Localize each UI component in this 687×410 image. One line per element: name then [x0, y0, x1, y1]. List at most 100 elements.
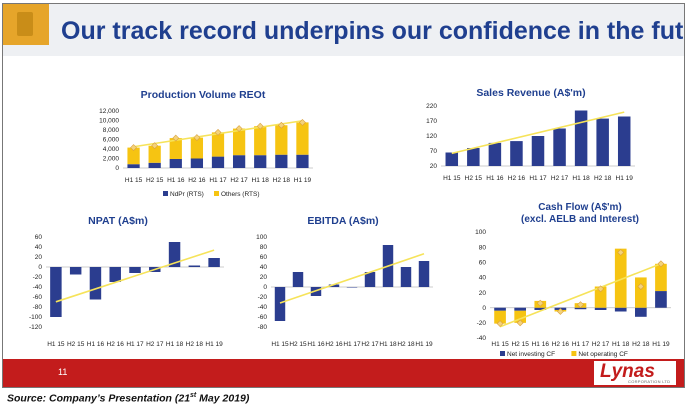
- y-tick-label: -60: [33, 294, 43, 301]
- x-tick-label: H1 17: [529, 175, 547, 182]
- sales-revenue-chart: Sales Revenue (A$'m) 20 70 120 170 220 H1 15 H2…: [426, 87, 635, 182]
- bar-net-investing: [655, 291, 667, 308]
- bar-net-operating: [614, 248, 627, 308]
- x-tick-label: H2 15: [511, 341, 529, 348]
- bar: [418, 261, 430, 287]
- bar: [553, 128, 566, 166]
- bar: [274, 287, 286, 321]
- bar-net-investing: [494, 307, 506, 311]
- trend-line: [279, 252, 425, 304]
- y-tick-label: 70: [430, 148, 438, 155]
- x-tick-label: H2 15: [465, 175, 483, 182]
- bar-others: [296, 122, 309, 155]
- y-tick-label: 40: [35, 244, 43, 251]
- x-tick-label: H1 16: [167, 177, 185, 184]
- x-tick-label: H1 19: [415, 341, 433, 348]
- legend-label: Net operating CF: [578, 351, 628, 358]
- y-tick-label: -40: [258, 304, 268, 311]
- bar: [168, 242, 181, 267]
- total-marker: [577, 301, 584, 309]
- trend-line: [55, 249, 215, 303]
- bar: [292, 272, 304, 287]
- logo-text: Lynas: [600, 361, 655, 382]
- bar: [400, 267, 412, 287]
- x-tick-label: H1 16: [87, 341, 105, 348]
- y-tick-label: -20: [258, 294, 268, 301]
- total-marker: [256, 122, 264, 130]
- lynas-logo: Lynas CORPORATION LTD: [594, 361, 676, 385]
- bar-net-operating: [635, 277, 647, 308]
- source-tail: May 2019): [196, 392, 250, 405]
- bar-net-investing: [635, 307, 647, 317]
- x-tick-label: H2 16: [107, 341, 125, 348]
- bar-ndpr: [254, 155, 267, 168]
- y-tick-label: 60: [35, 234, 43, 241]
- x-tick-label: H1 15: [125, 177, 143, 184]
- total-marker: [617, 249, 625, 256]
- chart-subtitle: (excl. AELB and Interest): [521, 214, 639, 225]
- y-tick-label: 220: [426, 103, 437, 110]
- bar-ndpr: [211, 156, 225, 168]
- bar-net-investing: [534, 307, 547, 310]
- x-tick-label: H1 15: [443, 175, 461, 182]
- legend-swatch: [571, 351, 577, 356]
- x-tick-label: H2 17: [551, 175, 569, 182]
- x-tick-label: H2 18: [273, 177, 291, 184]
- chart-title: EBITDA (A$m): [307, 215, 378, 227]
- source-text: Source: Company’s Presentation (21: [7, 392, 191, 405]
- y-tick-label: 20: [430, 163, 438, 170]
- bar-others: [254, 126, 267, 156]
- x-tick-label: H1 18: [612, 341, 630, 348]
- x-tick-label: H1 16: [486, 175, 504, 182]
- x-tick-label: H1 17: [343, 341, 361, 348]
- bar-ndpr: [169, 158, 182, 168]
- y-tick-label: 0: [263, 284, 267, 291]
- x-tick-label: H2 18: [594, 175, 612, 182]
- y-tick-label: 170: [426, 118, 437, 125]
- y-tick-label: 20: [479, 290, 487, 297]
- y-tick-label: 8,000: [103, 127, 120, 134]
- y-tick-label: -40: [33, 284, 43, 291]
- total-marker: [496, 320, 504, 328]
- bar-others: [148, 145, 161, 163]
- bar: [129, 267, 141, 273]
- y-tick-label: 10,000: [99, 118, 119, 125]
- y-tick-label: -100: [29, 314, 42, 321]
- x-tick-label: H2 16: [552, 341, 570, 348]
- chart-title: Production Volume REOt: [141, 89, 266, 101]
- x-tick-label: H2 15: [289, 341, 307, 348]
- x-tick-label: H2 16: [188, 177, 206, 184]
- x-tick-label: H2 17: [146, 341, 164, 348]
- page-number: 11: [58, 367, 68, 377]
- y-tick-label: 80: [260, 244, 268, 251]
- bar-ndpr: [232, 155, 246, 168]
- y-tick-label: 12,000: [99, 108, 119, 115]
- legend-swatch: [163, 191, 168, 196]
- bar-others: [211, 132, 225, 157]
- bar-net-investing: [574, 307, 587, 310]
- y-tick-label: 120: [426, 133, 437, 140]
- y-tick-label: 6,000: [103, 137, 120, 144]
- x-tick-label: H2 18: [186, 341, 204, 348]
- bar-ndpr: [190, 158, 204, 168]
- bar-net-operating: [594, 286, 607, 308]
- bar-net-investing: [614, 307, 627, 312]
- production-volume-chart: Production Volume REOt 0 2,000 4,000 6,000 8,…: [99, 89, 313, 198]
- chart-title: Cash Flow (A$'m): [538, 202, 622, 213]
- bar: [445, 152, 459, 166]
- total-marker: [172, 134, 180, 142]
- trend-line: [451, 111, 625, 155]
- x-tick-label: H2 15: [67, 341, 85, 348]
- total-marker: [130, 144, 137, 151]
- bar: [109, 267, 121, 282]
- x-tick-label: H1 15: [47, 341, 65, 348]
- y-tick-label: 100: [256, 234, 267, 241]
- source-superscript: st: [190, 392, 197, 399]
- y-tick-label: -80: [33, 304, 43, 311]
- legend-swatch: [214, 191, 219, 196]
- y-tick-label: 40: [479, 275, 487, 282]
- footer-bar: 11 Lynas CORPORATION LTD: [3, 359, 684, 387]
- y-tick-label: -40: [477, 335, 487, 342]
- bar: [467, 148, 480, 166]
- y-tick-label: 4,000: [103, 146, 120, 153]
